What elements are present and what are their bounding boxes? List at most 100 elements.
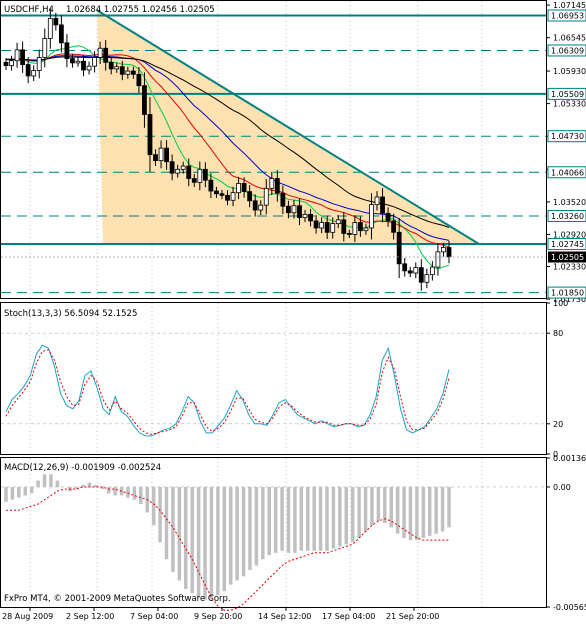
candle-body	[402, 263, 408, 272]
candle-body	[75, 60, 81, 64]
macd-signal-line	[6, 486, 449, 611]
candle-body	[335, 219, 341, 225]
candle-body	[197, 168, 203, 183]
candle	[47, 8, 53, 49]
candle-body	[25, 64, 31, 77]
macd-axis-label: 0.00	[553, 483, 571, 492]
candle	[175, 164, 181, 178]
candle-body	[42, 38, 48, 58]
candle	[374, 191, 380, 211]
level-price-label: 1.03260	[551, 212, 584, 221]
candle-body	[385, 212, 391, 222]
candle-body	[3, 61, 9, 67]
candle-body	[247, 191, 253, 202]
candle-body	[236, 183, 241, 194]
stoch-axis-label: 0	[553, 450, 558, 459]
level-price-box	[547, 130, 586, 143]
level-price-label: 1.01850	[551, 289, 584, 298]
candle-body	[125, 70, 131, 75]
candle	[214, 186, 219, 198]
candle	[108, 56, 114, 75]
candle	[369, 193, 374, 240]
stoch-axis-label: 80	[553, 329, 563, 338]
candle-body	[241, 183, 247, 192]
level-price-label: 1.02745	[551, 240, 584, 249]
time-axis-label: 14 Sep 12:00	[258, 612, 311, 621]
candle-body	[47, 17, 53, 39]
stochastic-title: Stoch(13,3,3) 56.5094 52.1525	[4, 309, 137, 319]
candle-body	[147, 114, 153, 156]
level-price-label: 1.06309	[551, 46, 584, 55]
candle	[130, 66, 136, 79]
candle-body	[302, 213, 308, 219]
stoch-main-line	[5, 344, 450, 437]
candle-body	[169, 161, 175, 174]
price-axis-label: 1.01730	[553, 295, 586, 304]
level-price-label: 1.05509	[551, 90, 584, 99]
candle-body	[219, 193, 225, 196]
stoch-axis-label: 100	[553, 299, 568, 308]
price-axis-label: 1.02330	[553, 263, 586, 272]
stoch-signal-line	[5, 349, 450, 435]
candle-body	[374, 196, 380, 206]
price-axis-label: 1.05330	[553, 100, 586, 109]
candle-body	[280, 192, 286, 207]
candle-body	[297, 205, 302, 219]
candle-body	[225, 194, 230, 201]
candle	[147, 97, 153, 172]
candle-body	[258, 204, 264, 211]
candle	[241, 177, 247, 198]
price-layer	[1, 1, 546, 298]
candle-body	[14, 49, 20, 62]
candle	[274, 170, 280, 202]
candle-body	[164, 147, 169, 163]
candle	[269, 171, 275, 196]
candle	[441, 242, 446, 257]
candle-body	[313, 220, 319, 229]
macd-panel[interactable]	[0, 457, 547, 608]
candle-body	[446, 247, 452, 258]
macd-layer	[1, 458, 546, 611]
candle	[391, 213, 397, 240]
candle-body	[36, 57, 42, 71]
candle	[413, 262, 419, 279]
symbol-header: USDCHF,H4	[4, 5, 54, 15]
ohlc-values: 1.02684 1.02755 1.02456 1.02505	[66, 5, 215, 15]
candle-body	[319, 222, 325, 229]
candle-body	[369, 204, 374, 229]
candle	[357, 216, 363, 237]
candle	[380, 188, 385, 223]
candle	[236, 176, 241, 200]
current-price-label: 1.02505	[551, 253, 584, 262]
level-price-box	[547, 286, 586, 299]
candle	[103, 40, 109, 71]
candle	[208, 173, 214, 199]
candle	[9, 55, 14, 71]
level-price-box	[547, 9, 586, 22]
candle	[335, 215, 341, 229]
current-price-box	[548, 251, 586, 263]
candle-body	[407, 270, 413, 274]
candle-body	[58, 24, 64, 44]
candle-body	[252, 200, 258, 211]
time-axis-label: 21 Sep 20:00	[386, 612, 439, 621]
candle	[191, 173, 197, 187]
price-axis-label: 1.07145	[553, 1, 586, 10]
level-price-box	[547, 166, 586, 179]
candle	[97, 41, 103, 64]
candle	[252, 194, 258, 217]
candle	[396, 218, 402, 279]
candle-body	[119, 66, 125, 75]
candle-body	[20, 49, 26, 65]
candle	[81, 54, 86, 77]
price-panel[interactable]	[0, 0, 547, 299]
candle-body	[396, 231, 402, 265]
candle-body	[191, 178, 197, 183]
candle-body	[413, 267, 419, 274]
candle-body	[103, 47, 109, 63]
candle	[202, 162, 208, 188]
candle	[402, 258, 408, 277]
stochastic-panel[interactable]	[0, 302, 547, 455]
